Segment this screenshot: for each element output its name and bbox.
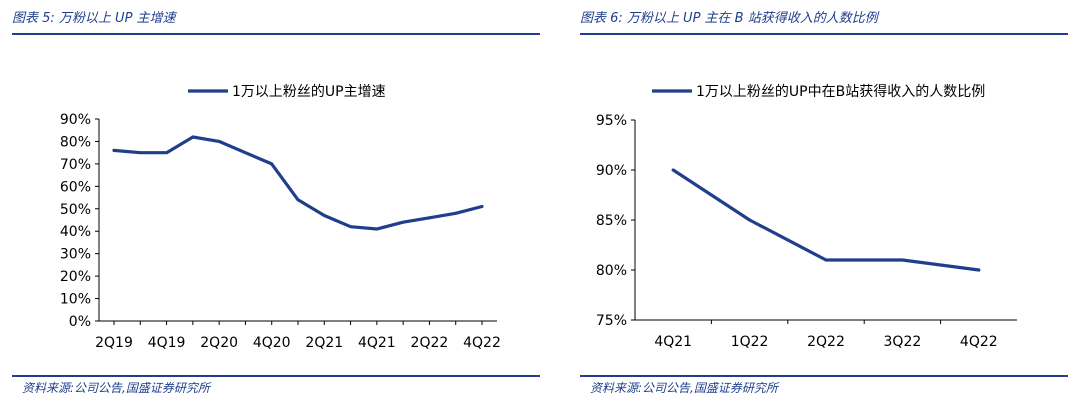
left-x-tick-label: 2Q21 (305, 335, 343, 351)
left-figure-panel: 图表 5: 万粉以上 UP 主增速 0% 10% 20% 30% 40% 50% 60% 70… (12, 11, 540, 395)
right-data-point (977, 268, 981, 272)
left-data-point (138, 151, 142, 155)
left-figure-title: 图表 5: 万粉以上 UP 主增速 (12, 11, 176, 26)
left-data-point (480, 205, 484, 208)
left-data-point (349, 225, 352, 229)
left-x-tick-label: 4Q19 (148, 335, 186, 351)
left-data-point (296, 198, 300, 202)
left-data-point (401, 220, 405, 224)
right-data-point (748, 218, 751, 222)
right-legend-label: 1万以上粉丝的UP中在B站获得收入的人数比例 (696, 83, 985, 100)
left-y-tick-label: 90% (60, 112, 91, 128)
left-y-tick-label: 60% (60, 179, 91, 195)
left-data-point (454, 211, 458, 215)
left-y-tick-label: 30% (60, 247, 91, 263)
left-x-tick-label: 2Q19 (95, 335, 133, 351)
left-y-tick-label: 50% (60, 202, 91, 218)
right-bottom-rule (580, 375, 1068, 377)
left-series-line (112, 135, 484, 231)
right-x-tick-label: 1Q22 (731, 334, 769, 350)
left-y-tick-label: 0% (69, 314, 91, 330)
right-x-tick-label: 4Q22 (960, 334, 998, 350)
right-y-tick-label: 95% (596, 113, 627, 129)
left-data-point (428, 216, 431, 220)
right-data-point (901, 258, 904, 262)
right-y-tick-label: 85% (596, 213, 627, 229)
left-y-tick-label: 10% (60, 292, 91, 308)
right-data-point (824, 258, 828, 262)
left-y-tick-label: 80% (60, 134, 91, 150)
right-x-tick-label: 3Q22 (884, 334, 922, 350)
left-y-tick-label: 70% (60, 157, 91, 173)
right-figure-title: 图表 6: 万粉以上 UP 主在 B 站获得收入的人数比例 (580, 11, 878, 26)
left-data-point (375, 227, 379, 231)
right-y-tick-label: 75% (596, 313, 627, 329)
left-data-point (191, 135, 195, 139)
right-figure-panel: 图表 6: 万粉以上 UP 主在 B 站获得收入的人数比例 75% 80% 85% 9… (570, 0, 1080, 402)
left-data-point (270, 162, 274, 166)
left-data-point (165, 151, 168, 155)
right-source-note: 资料来源:公司公告,国盛证券研究所 (590, 381, 778, 395)
right-y-tick-label: 80% (596, 263, 627, 279)
left-x-tick-label: 2Q20 (200, 335, 238, 351)
right-x-tick-label: 2Q22 (807, 334, 845, 350)
left-x-tick-label: 4Q20 (253, 335, 291, 351)
left-y-tick-label: 20% (60, 269, 91, 285)
left-x-tick-label: 4Q21 (358, 335, 396, 351)
left-source-note: 资料来源:公司公告,国盛证券研究所 (22, 381, 210, 395)
left-data-point (112, 149, 116, 152)
right-series-line (671, 168, 981, 272)
right-line-chart: 75% 80% 85% 90% 95% 4Q21 1Q22 2Q22 3Q22 4Q22 1万以上粉… (596, 83, 1017, 350)
left-data-point (244, 151, 247, 155)
right-y-tick-label: 90% (596, 163, 627, 179)
left-bottom-rule (12, 375, 540, 377)
left-x-tick-label: 4Q22 (463, 335, 501, 351)
right-top-rule (580, 33, 1068, 35)
left-line-chart: 0% 10% 20% 30% 40% 50% 60% 70% 80% 90% 2Q19 4Q19 2Q2… (60, 84, 501, 351)
left-y-tick-label: 40% (60, 224, 91, 240)
left-x-tick-label: 2Q22 (411, 335, 449, 351)
left-legend-label: 1万以上粉丝的UP主增速 (232, 84, 386, 100)
right-x-tick-label: 4Q21 (654, 334, 692, 350)
right-data-point (671, 168, 675, 172)
left-data-point (322, 214, 326, 217)
left-data-point (217, 140, 221, 143)
left-top-rule (12, 33, 540, 35)
